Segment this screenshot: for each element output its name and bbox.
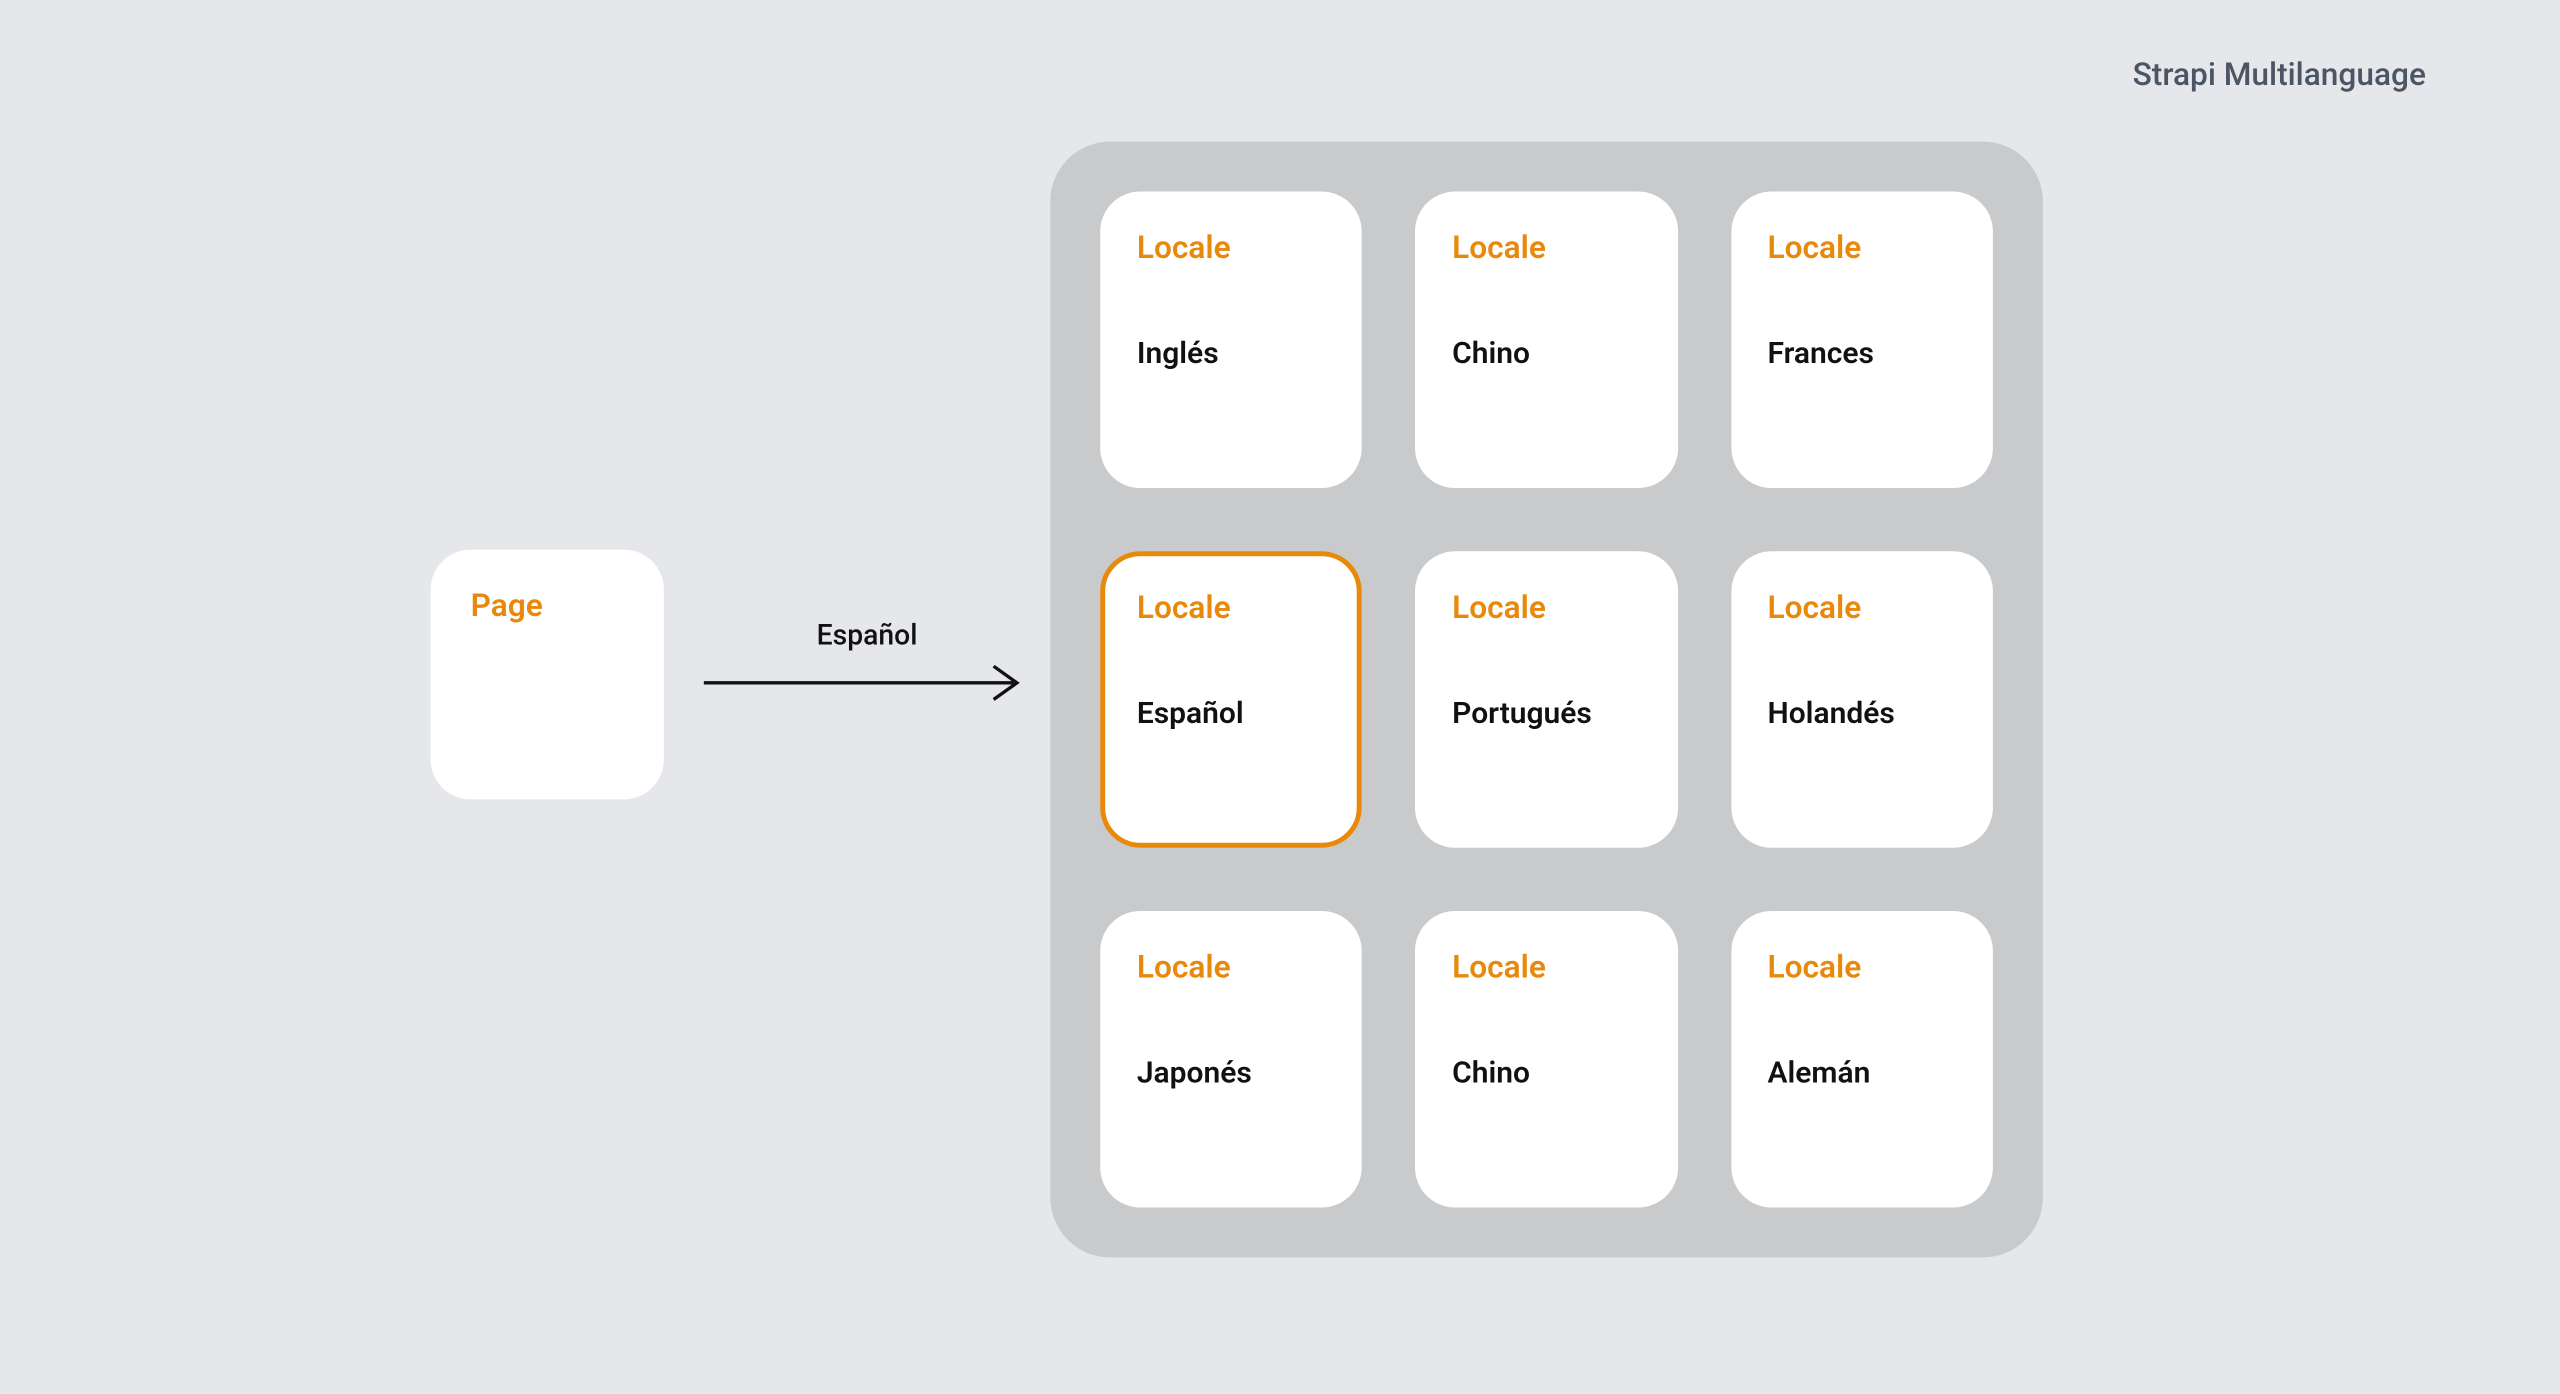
- locale-name: Español: [1137, 696, 1326, 731]
- locale-card: Locale Chino: [1415, 192, 1677, 488]
- locale-card: Locale Holandés: [1731, 551, 1993, 847]
- locale-type-label: Locale: [1137, 588, 1326, 626]
- locale-card: Locale Chino: [1415, 911, 1677, 1207]
- locale-card: Locale Japonés: [1100, 911, 1362, 1207]
- locale-type-label: Locale: [1767, 948, 1956, 986]
- locale-name: Chino: [1452, 336, 1641, 371]
- locale-card: Locale Alemán: [1731, 911, 1993, 1207]
- locale-type-label: Locale: [1767, 228, 1956, 266]
- locale-name: Holandés: [1767, 696, 1956, 731]
- page-node: Page: [431, 550, 664, 800]
- locale-type-label: Locale: [1452, 588, 1641, 626]
- page-node-label: Page: [471, 586, 624, 624]
- locale-name: Japonés: [1137, 1056, 1326, 1091]
- locale-card: Locale Inglés: [1100, 192, 1362, 488]
- locale-type-label: Locale: [1452, 948, 1641, 986]
- locale-name: Frances: [1767, 336, 1956, 371]
- arrow-label: Español: [700, 620, 1033, 653]
- diagram-title: Strapi Multilanguage: [2133, 55, 2426, 93]
- locale-card: Locale Frances: [1731, 192, 1993, 488]
- locales-grid: Locale Inglés Locale Chino Locale France…: [1050, 142, 2043, 1258]
- locale-type-label: Locale: [1452, 228, 1641, 266]
- locale-name: Inglés: [1137, 336, 1326, 371]
- locale-type-label: Locale: [1137, 228, 1326, 266]
- arrow-icon: [700, 663, 1033, 703]
- locale-name: Portugués: [1452, 696, 1641, 731]
- locale-name: Alemán: [1767, 1056, 1956, 1091]
- locale-name: Chino: [1452, 1056, 1641, 1091]
- locale-type-label: Locale: [1137, 948, 1326, 986]
- locale-card: Locale Portugués: [1415, 551, 1677, 847]
- locale-card-selected: Locale Español: [1100, 551, 1362, 847]
- locale-type-label: Locale: [1767, 588, 1956, 626]
- arrow: Español: [700, 620, 1033, 720]
